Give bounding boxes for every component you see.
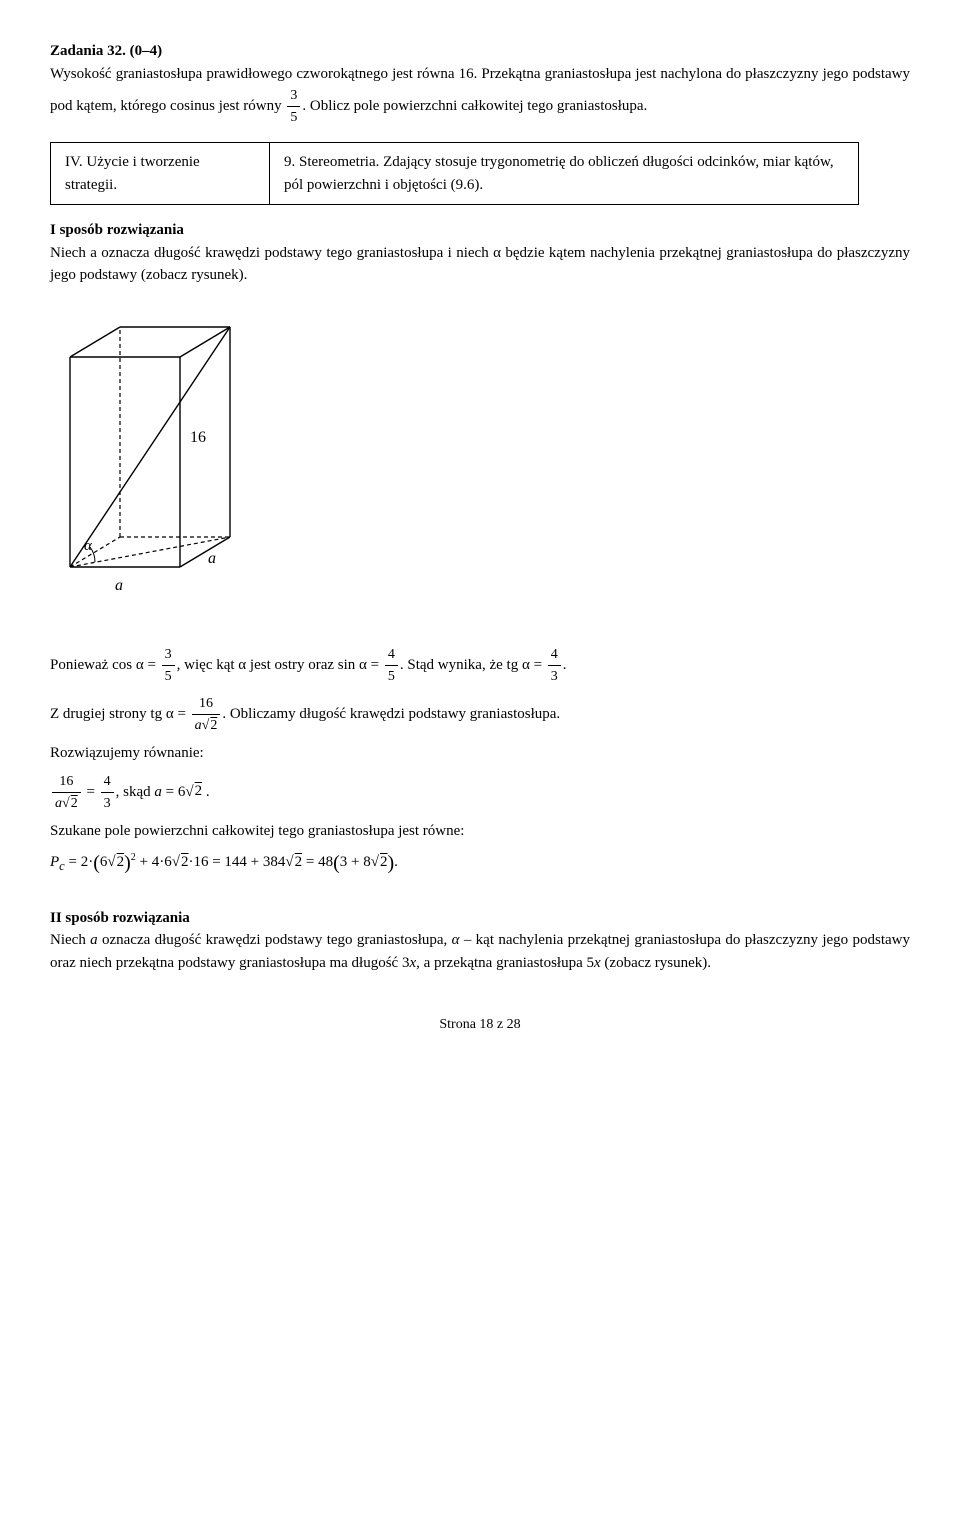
task-frac: 35	[287, 85, 300, 128]
diagram-height-label: 16	[190, 429, 206, 446]
page-footer: Strona 18 z 28	[50, 1014, 910, 1035]
solution2-body: Niech a oznacza długość krawędzi podstaw…	[50, 932, 910, 971]
solution1-heading: I sposób rozwiązania	[50, 222, 184, 238]
solution1-area-label: Szukane pole powierzchni całkowitej tego…	[50, 820, 910, 843]
task-header: Zadania 32. (0–4)	[50, 43, 162, 59]
solution1-tg-alt: Z drugiej strony tg α = 16a√2. Obliczamy…	[50, 693, 910, 736]
solution1-intro: Niech a oznacza długość krawędzi podstaw…	[50, 245, 910, 284]
task-text-2: . Oblicz pole powierzchni całkowitej teg…	[302, 98, 647, 114]
prism-diagram: 16 α a a	[60, 307, 910, 625]
diagram-edge-a2: a	[115, 577, 123, 594]
criteria-right: 9. Stereometria. Zdający stosuje trygono…	[270, 143, 859, 205]
solution1-area-calc: Pc = 2·(6√2)2 + 4·6√2·16 = 144 + 384√2 =…	[50, 848, 910, 878]
criteria-left: IV. Użycie i tworzenie strategii.	[51, 143, 270, 205]
diagram-edge-a1: a	[208, 550, 216, 567]
solution1-trig: Ponieważ cos α = 35, więc kąt α jest ost…	[50, 644, 910, 687]
solution1-equation: 16a√2 = 43, skąd a = 6√2 .	[50, 771, 910, 814]
diagram-angle-label: α	[84, 538, 93, 554]
solution2-heading: II sposób rozwiązania	[50, 910, 190, 926]
criteria-table: IV. Użycie i tworzenie strategii. 9. Ste…	[50, 142, 859, 205]
solution1-solve-label: Rozwiązujemy równanie:	[50, 742, 910, 765]
